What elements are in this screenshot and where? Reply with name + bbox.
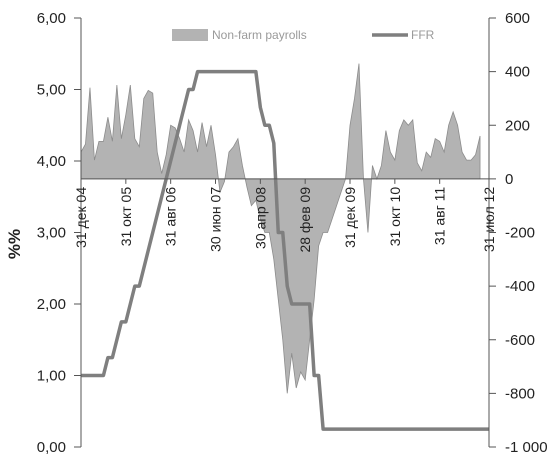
line-series-ffr	[81, 69, 489, 431]
left-axis-tick-label: 2,00	[37, 296, 66, 313]
right-axis-tick-label: 200	[505, 117, 530, 134]
right-axis-tick-label: -400	[505, 278, 535, 295]
right-axis-tick-label: 600	[505, 10, 530, 27]
legend-label-ffr: FFR	[411, 28, 435, 42]
x-axis-tick-label: 31 дек 04	[73, 187, 89, 248]
left-axis-tick-label: 4,00	[37, 153, 66, 170]
left-axis-tick-label: 0,00	[37, 439, 66, 456]
y-axis-label: %%	[5, 229, 24, 259]
x-axis-tick-label: 31 окт 10	[387, 187, 403, 247]
right-axis-tick-label: 0	[505, 171, 513, 188]
left-axis-tick-label: 6,00	[37, 10, 66, 27]
x-axis-tick-label: 31 авг 06	[163, 187, 179, 246]
x-axis-tick-label: 30 апр 08	[252, 187, 268, 249]
legend-swatch-nonfarm-payrolls	[172, 29, 208, 41]
left-axis-tick-label: 5,00	[37, 82, 66, 99]
x-axis-tick-label: 28 фев 09	[297, 187, 313, 253]
x-axis-tick-label: 31 дек 09	[342, 187, 358, 248]
right-axis-tick-label: -600	[505, 332, 535, 349]
right-axis-tick-label: -800	[505, 385, 535, 402]
x-axis-tick-label: 31 авг 11	[432, 187, 448, 245]
x-axis-tick-label: 31 июл 12	[481, 187, 497, 252]
right-axis-tick-label: -1 000	[505, 439, 547, 456]
legend-label-nonfarm-payrolls: Non-farm payrolls	[212, 28, 307, 42]
area-series-nonfarm-payrolls	[80, 63, 481, 394]
left-axis-tick-label: 3,00	[37, 225, 66, 242]
right-axis-tick-label: 400	[505, 64, 530, 81]
x-axis-tick-label: 31 окт 05	[118, 187, 134, 247]
x-axis-tick-label: 30 июн 07	[208, 187, 224, 252]
left-axis-tick-label: 1,00	[37, 368, 66, 385]
right-axis-tick-label: -200	[505, 225, 535, 242]
